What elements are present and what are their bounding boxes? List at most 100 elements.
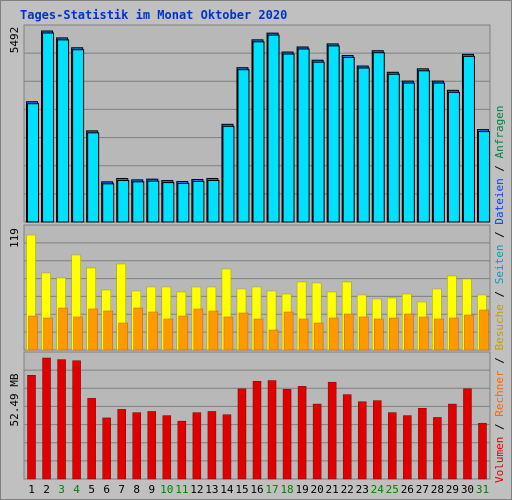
bar-volumen	[388, 412, 397, 480]
legend-entry-volumen: Volumen	[493, 437, 506, 483]
y-max-label-1: 5492	[8, 27, 21, 54]
bar-rechner	[208, 310, 219, 351]
x-tick-label: 20	[311, 483, 324, 496]
bar-volumen	[162, 415, 172, 480]
bar-volumen	[102, 417, 111, 480]
bar-anfragen	[132, 181, 145, 223]
bar-anfragen	[447, 91, 460, 223]
bar-anfragen	[402, 82, 415, 223]
bar-anfragen	[102, 183, 115, 223]
bar-anfragen	[297, 48, 310, 223]
bar-rechner	[223, 316, 234, 351]
bar-volumen	[403, 415, 412, 480]
bar-volumen	[418, 407, 427, 480]
x-tick-label: 4	[73, 483, 80, 496]
legend-entry-seiten: Seiten	[493, 245, 506, 285]
legend-entry-dateien: Dateien	[493, 178, 506, 224]
bar-rechner	[283, 311, 294, 351]
bar-rechner	[298, 318, 309, 351]
bar-volumen	[72, 360, 81, 480]
bar-anfragen	[147, 180, 160, 223]
x-tick-label: 3	[58, 483, 65, 496]
bar-anfragen	[117, 179, 130, 223]
bar-volumen	[478, 422, 487, 480]
bar-rechner	[479, 309, 489, 351]
legend-separator: /	[493, 417, 506, 437]
x-tick-label: 11	[175, 483, 188, 496]
x-tick-label: 9	[148, 483, 155, 496]
chart-title: Tages-Statistik im Monat Oktober 2020	[20, 8, 288, 22]
bar-volumen	[42, 357, 51, 480]
bar-anfragen	[222, 125, 235, 223]
bar-anfragen	[327, 45, 340, 223]
bar-volumen	[297, 386, 307, 480]
bar-volumen	[448, 403, 457, 480]
y-max-label-2: 119	[8, 228, 21, 248]
bar-volumen	[327, 381, 337, 480]
x-tick-label: 19	[295, 483, 308, 496]
bar-rechner	[43, 317, 53, 351]
bar-anfragen	[57, 39, 70, 223]
bar-anfragen	[282, 53, 295, 223]
bar-rechner	[28, 315, 38, 351]
legend-separator: /	[493, 225, 506, 245]
bar-anfragen	[417, 70, 430, 223]
bar-anfragen	[357, 67, 370, 223]
x-tick-label: 16	[250, 483, 263, 496]
legend-separator: /	[493, 351, 506, 371]
bar-rechner	[328, 317, 339, 351]
x-tick-label: 21	[326, 483, 339, 496]
x-tick-label: 24	[371, 483, 385, 496]
bar-rechner	[389, 317, 399, 351]
x-tick-label: 22	[341, 483, 354, 496]
bar-rechner	[118, 322, 128, 351]
bar-anfragen	[462, 55, 475, 223]
bar-volumen	[57, 359, 66, 480]
x-tick-label: 31	[476, 483, 489, 496]
bar-volumen	[433, 417, 442, 480]
x-tick-label: 2	[43, 483, 50, 496]
bar-anfragen	[252, 41, 265, 223]
bar-anfragen	[237, 69, 250, 223]
bar-rechner	[73, 316, 83, 351]
x-tick-label: 28	[431, 483, 444, 496]
bar-rechner	[88, 308, 98, 351]
y-max-label-3: 52.49 MB	[8, 373, 21, 426]
x-tick-label: 18	[280, 483, 293, 496]
bar-rechner	[193, 308, 204, 351]
bar-volumen	[282, 389, 292, 480]
bar-volumen	[207, 411, 217, 480]
bar-volumen	[463, 388, 472, 480]
bar-rechner	[148, 311, 159, 351]
bar-anfragen	[162, 182, 175, 223]
bar-rechner	[374, 318, 384, 351]
bar-rechner	[133, 307, 143, 351]
bar-anfragen	[342, 56, 355, 223]
bar-volumen	[177, 420, 187, 480]
bar-rechner	[404, 313, 414, 351]
bar-volumen	[192, 412, 202, 480]
x-tick-label: 7	[118, 483, 125, 496]
bar-rechner	[163, 318, 174, 351]
bar-anfragen	[27, 103, 40, 223]
x-tick-label: 23	[356, 483, 369, 496]
bar-rechner	[434, 318, 444, 351]
x-tick-label: 30	[461, 483, 474, 496]
bar-rechner	[313, 322, 324, 351]
x-tick-label: 5	[88, 483, 95, 496]
bar-anfragen	[312, 61, 325, 223]
bar-anfragen	[42, 32, 55, 223]
x-tick-label: 17	[265, 483, 278, 496]
x-tick-label: 6	[103, 483, 110, 496]
bar-volumen	[117, 409, 126, 480]
x-tick-label: 8	[133, 483, 140, 496]
bar-volumen	[237, 388, 247, 480]
bar-rechner	[103, 310, 113, 351]
bar-volumen	[312, 403, 322, 480]
x-tick-label: 14	[220, 483, 234, 496]
bar-rechner	[358, 316, 369, 351]
bar-rechner	[253, 318, 264, 351]
bar-volumen	[147, 411, 157, 480]
x-tick-label: 15	[235, 483, 248, 496]
bar-anfragen	[87, 132, 100, 223]
